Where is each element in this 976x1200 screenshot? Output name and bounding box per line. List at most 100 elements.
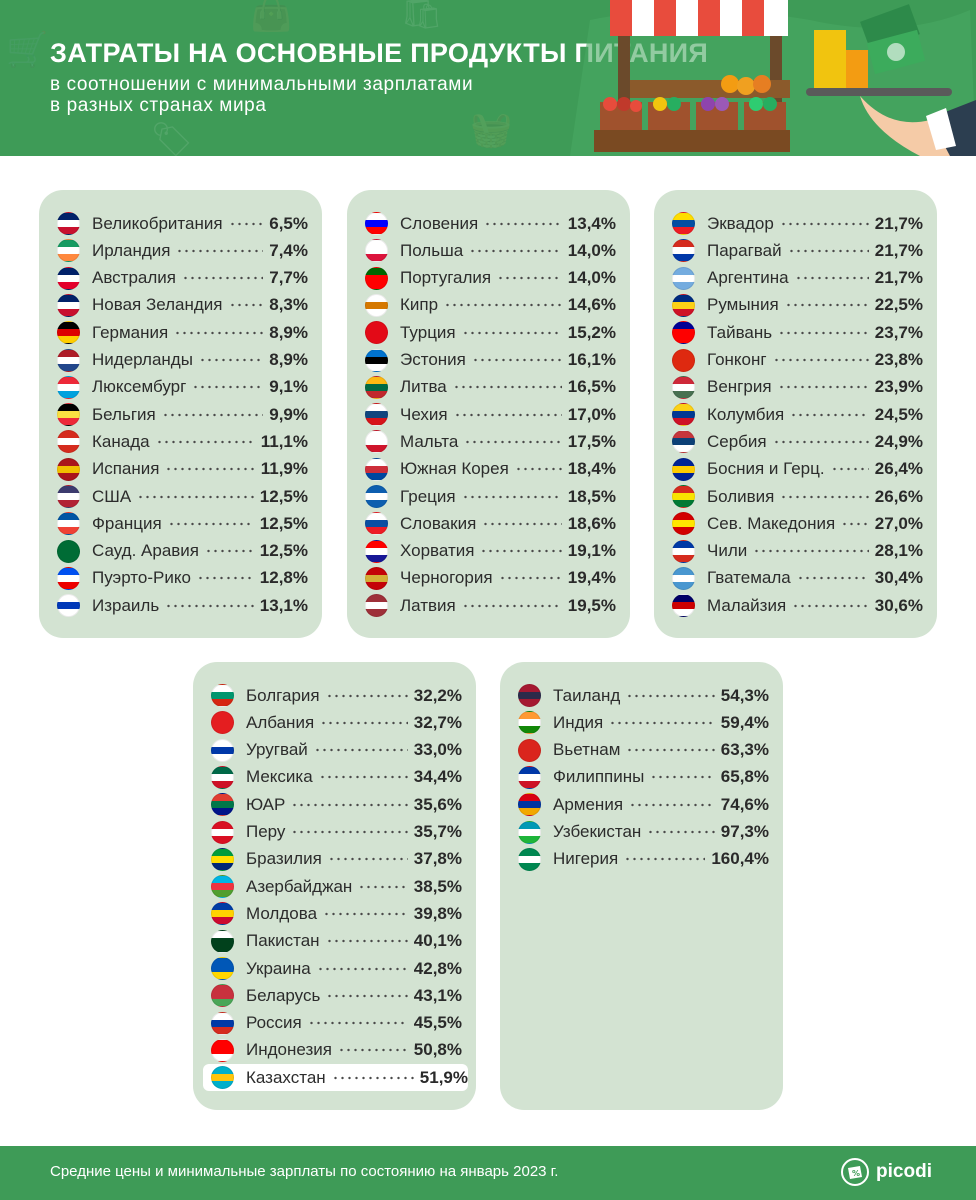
country-name: Латвия [400,595,456,615]
dot-leader [464,437,562,446]
flag-icon [672,403,695,427]
cost-percentage: 30,4% [874,568,923,588]
dot-leader [327,855,408,864]
cost-percentage: 17,5% [567,431,616,451]
cost-percentage: 12,5% [259,541,308,561]
flag-icon [365,239,388,263]
country-row: Вьетнам 63,3% [518,737,769,764]
cost-percentage: 21,7% [874,213,923,233]
dot-leader [167,519,254,528]
country-row: Черногория 19,4% [365,565,616,592]
cost-percentage: 14,0% [567,268,616,288]
country-row: Гонконг 23,8% [672,347,923,374]
country-name: Уругвай [246,740,308,760]
country-name: Пуэрто-Рико [92,568,191,588]
country-name: Люксембург [92,377,187,397]
flag-icon [518,820,541,844]
dot-leader [778,328,869,337]
cost-percentage: 97,3% [720,822,769,841]
flag-icon [211,875,234,899]
cost-percentage: 7,7% [269,268,308,288]
country-name: Болгария [246,685,320,705]
money-stack-icon [806,4,952,96]
cost-percentage: 13,4% [567,213,616,233]
country-row: Германия 8,9% [57,319,308,346]
footer-bar: Средние цены и минимальные зарплаты по с… [0,1146,976,1200]
flag-icon [672,512,695,536]
country-row: Мексика 34,4% [211,764,462,791]
cost-percentage: 9,1% [269,377,308,397]
flag-icon [365,403,388,427]
page-subtitle-line-2: в разных странах мира [50,95,267,116]
country-row: Нидерланды 8,9% [57,347,308,374]
country-name: Венгрия [707,377,772,397]
country-name: Парагвай [707,240,782,260]
cost-percentage: 63,3% [720,740,769,760]
country-row: Чехия 17,0% [365,401,616,428]
flag-icon [57,403,80,427]
cost-percentage: 23,9% [874,377,923,397]
cost-percentage: 35,6% [413,794,462,814]
dot-leader [790,410,869,419]
country-row: Румыния 22,5% [672,292,923,319]
country-name: Новая Зеландия [92,295,223,315]
country-name: Кипр [400,295,439,315]
country-row: Колумбия 24,5% [672,401,923,428]
cost-percentage: 24,5% [874,404,923,424]
flag-icon [57,566,80,590]
dot-leader [792,601,869,610]
cost-percentage: 15,2% [567,322,616,342]
market-stall-icon [594,0,790,152]
flag-icon [518,793,541,817]
cost-percentage: 8,9% [269,350,308,369]
dot-leader [165,601,254,610]
dot-leader [444,301,562,310]
dot-leader [331,1073,414,1082]
country-row: Малайзия 30,6% [672,592,923,619]
flag-icon [365,594,388,618]
flag-icon [57,212,80,235]
dot-leader [841,519,869,528]
flag-icon [672,239,695,263]
country-row: Россия 45,5% [211,1010,462,1037]
cost-percentage: 26,6% [874,486,923,506]
cost-percentage: 22,5% [874,295,923,315]
country-name: Мальта [400,431,459,451]
country-row: Испания 11,9% [57,456,308,483]
country-row: Чили 28,1% [672,538,923,565]
cost-percentage: 9,9% [269,404,308,424]
cost-percentage: 50,8% [413,1040,462,1060]
dot-leader [497,274,562,283]
country-name: Пакистан [246,931,320,951]
flag-icon [365,512,388,536]
dot-leader [514,465,562,474]
dot-leader [461,492,562,501]
dot-leader [461,328,562,337]
country-row: Литва 16,5% [365,374,616,401]
country-name: Румыния [707,295,779,315]
country-name: Перу [246,822,286,841]
flag-icon [57,266,80,290]
serving-hand-icon [860,96,976,156]
flag-icon [211,929,234,953]
country-name: Таиланд [553,685,621,705]
country-name: Армения [553,794,624,814]
country-row: Южная Корея 18,4% [365,456,616,483]
dot-leader [228,219,264,228]
cost-percentage: 65,8% [720,767,769,787]
dot-leader [650,773,715,782]
dot-leader [772,356,869,364]
country-row: Казахстан 51,9% [203,1064,468,1092]
flag-icon [672,430,695,454]
country-row: Израиль 13,1% [57,592,308,619]
dot-leader [316,964,408,973]
dot-leader [469,246,562,255]
country-row: Перу 35,7% [211,819,462,846]
country-name: Чили [707,541,748,561]
cost-percentage: 21,7% [874,268,923,288]
country-name: Португалия [400,268,492,288]
country-row: Уругвай 33,0% [211,737,462,764]
cost-percentage: 39,8% [413,903,462,923]
country-row: Пакистан 40,1% [211,928,462,955]
country-row: Великобритания 6,5% [57,210,308,237]
